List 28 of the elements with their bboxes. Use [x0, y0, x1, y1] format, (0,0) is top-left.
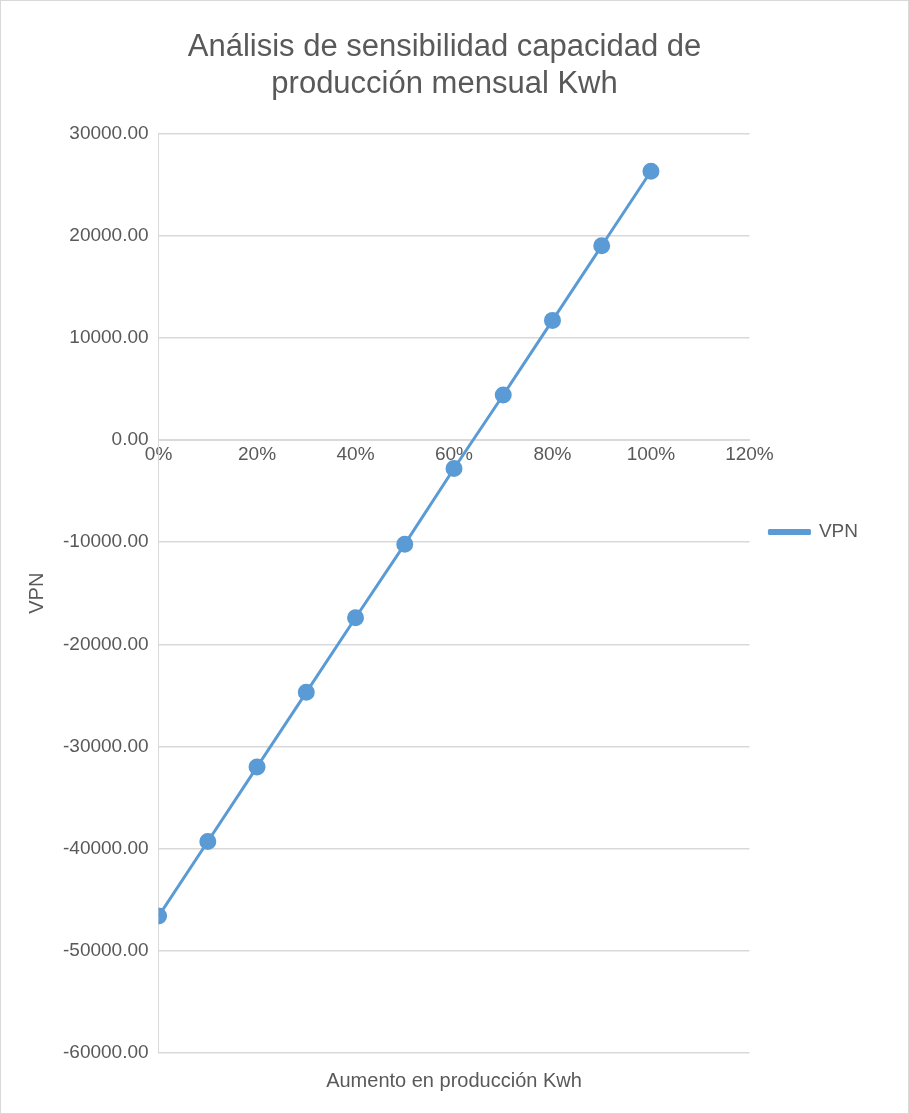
y-tick-label: -10000.00 [63, 530, 149, 552]
y-tick-label: -20000.00 [63, 632, 149, 654]
point [642, 162, 660, 180]
point [494, 386, 512, 404]
x-tick-label: 120% [725, 442, 774, 464]
point [347, 609, 365, 627]
x-tick-label: 20% [238, 442, 277, 464]
point [396, 535, 414, 553]
x-tick-label: 80% [533, 442, 572, 464]
y-tick-label: 30000.00 [69, 121, 149, 143]
point [248, 758, 266, 776]
y-tick-label: -60000.00 [63, 1041, 149, 1063]
chart-title: Análisis de sensibilidad capacidad de producción mensual Kwh [187, 28, 702, 101]
point [593, 237, 611, 255]
y-tick-label: 20000.00 [69, 223, 149, 245]
x-axis-title: Aumento en producción Kwh [326, 1068, 582, 1091]
y-axis-title: VPN [24, 572, 47, 614]
point [445, 460, 463, 478]
point [543, 311, 561, 329]
legend-label: VPN [818, 520, 859, 542]
y-tick-label: -30000.00 [63, 734, 149, 756]
point [199, 832, 217, 850]
y-tick-label: -40000.00 [63, 836, 149, 858]
x-tick-label: 100% [626, 442, 676, 464]
point [297, 683, 315, 701]
y-tick-label: 10000.00 [69, 325, 149, 347]
y-tick-label: -50000.00 [63, 939, 149, 961]
x-tick-label: 40% [336, 442, 375, 464]
